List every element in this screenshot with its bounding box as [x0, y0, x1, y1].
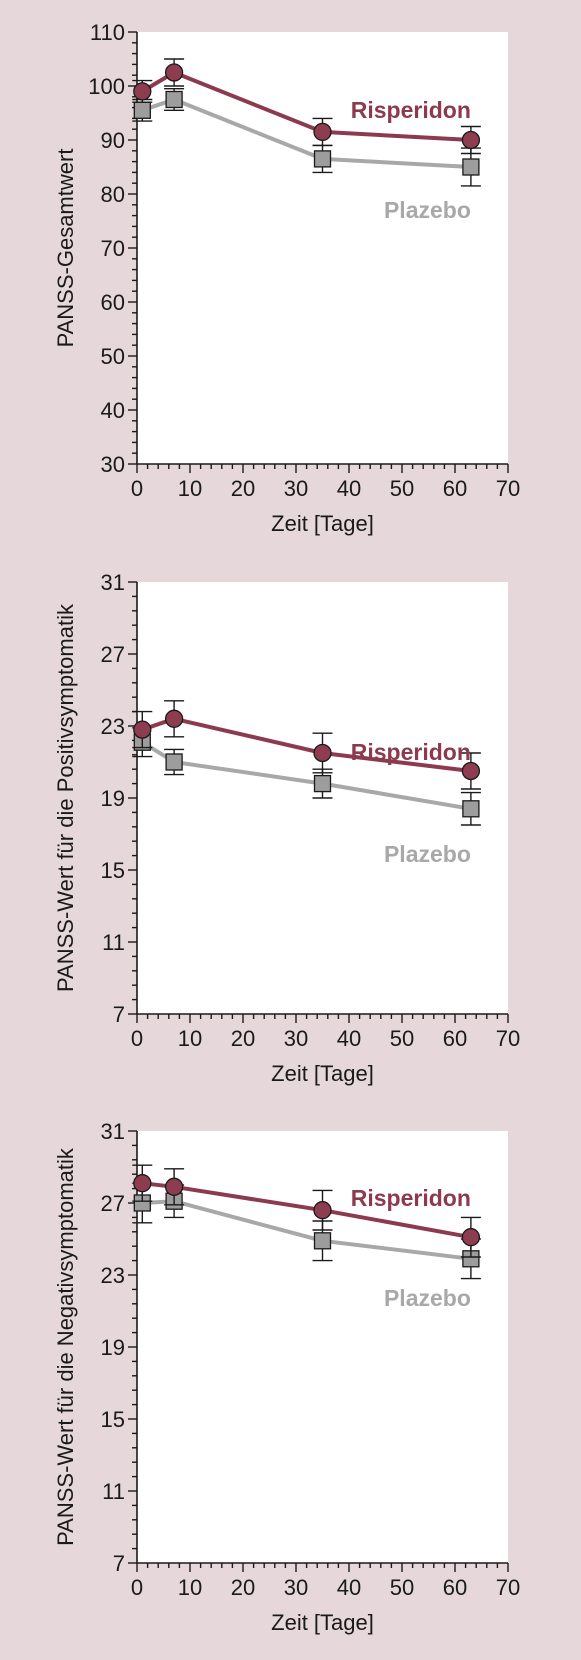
x-tick-label: 0 [131, 476, 143, 501]
y-tick-label: 11 [102, 930, 125, 955]
x-tick-label: 40 [337, 476, 361, 501]
x-tick-label: 70 [496, 1026, 520, 1051]
series-line-risperidon [142, 1181, 472, 1240]
legend-label-plazebo: Plazebo [384, 197, 471, 223]
series-plazebo: Plazebo [132, 727, 481, 867]
data-point-square [313, 150, 332, 168]
series-risperidon: Risperidon [132, 58, 481, 155]
y-tick-label: 80 [101, 182, 125, 207]
y-tick-label: 15 [101, 858, 125, 883]
y-tick-label: 60 [101, 290, 125, 315]
data-point-circle [461, 761, 481, 781]
y-tick-label: 7 [113, 1551, 125, 1576]
y-tick-label: 90 [101, 128, 125, 153]
x-tick-label: 20 [231, 1026, 255, 1051]
data-point-circle [164, 1177, 184, 1196]
y-tick-label: 40 [101, 398, 125, 423]
series-line-risperidon [141, 70, 472, 142]
x-tick-label: 10 [178, 476, 202, 501]
data-point-square [313, 774, 332, 793]
x-tick-label: 20 [231, 476, 255, 501]
x-axis-label: Zeit [Tage] [271, 1610, 374, 1635]
data-point-square [462, 158, 480, 176]
data-point-circle [461, 1228, 481, 1247]
y-tick-label: 31 [101, 570, 125, 595]
y-tick-label: 30 [101, 452, 125, 477]
series-line-plazebo [141, 740, 472, 811]
y-tick-label: 31 [101, 1119, 125, 1144]
data-point-square [165, 753, 183, 771]
x-tick-label: 40 [337, 1026, 361, 1051]
x-tick-label: 0 [131, 1575, 143, 1600]
x-tick-label: 70 [496, 476, 520, 501]
data-point-circle [313, 743, 332, 763]
data-point-circle [133, 1174, 152, 1193]
y-tick-label: 27 [101, 642, 125, 667]
data-point-square [165, 90, 183, 109]
x-tick-label: 10 [178, 1026, 202, 1051]
y-axis-label: PANSS-Gesamtwert [53, 149, 78, 348]
data-point-circle [133, 82, 152, 101]
x-tick-label: 30 [284, 476, 308, 501]
x-tick-label: 60 [443, 1026, 467, 1051]
y-tick-label: 19 [101, 786, 125, 811]
y-tick-label: 23 [101, 714, 125, 739]
x-tick-label: 0 [131, 1026, 143, 1051]
series-line-risperidon [141, 716, 472, 773]
x-tick-label: 20 [231, 1575, 255, 1600]
plot-area [137, 32, 508, 464]
data-point-circle [313, 122, 332, 142]
x-tick-label: 10 [178, 1575, 202, 1600]
series-plazebo: Plazebo [132, 1182, 481, 1311]
y-tick-label: 15 [101, 1407, 125, 1432]
x-tick-label: 60 [443, 476, 467, 501]
x-tick-label: 30 [284, 1575, 308, 1600]
x-tick-label: 30 [284, 1026, 308, 1051]
y-tick-label: 27 [101, 1191, 125, 1216]
y-tick-label: 50 [101, 344, 125, 369]
legend-label-plazebo: Plazebo [384, 1285, 471, 1311]
y-axis-label: PANSS-Wert für die Negativsymptomatik [53, 1147, 78, 1546]
series-risperidon: Risperidon [132, 700, 481, 790]
x-axis-label: Zeit [Tage] [271, 511, 374, 536]
data-point-circle [133, 720, 152, 739]
data-point-circle [461, 130, 481, 150]
x-tick-label: 50 [390, 1026, 414, 1051]
chart-panel-2: 0 10 20 30 40 50 60 70 7 11 15 19 23 27 31 Zeit [Tage] P… [53, 570, 520, 1086]
x-axis-label: Zeit [Tage] [271, 1061, 374, 1086]
legend-label-risperidon: Risperidon [351, 97, 471, 123]
y-tick-label: 70 [101, 236, 125, 261]
x-tick-label: 60 [443, 1575, 467, 1600]
x-tick-label: 70 [496, 1575, 520, 1600]
y-tick-label: 7 [113, 1002, 125, 1027]
data-point-square [133, 101, 151, 119]
data-point-circle [164, 709, 184, 728]
series-plazebo: Plazebo [132, 87, 481, 223]
y-tick-label: 19 [101, 1335, 125, 1360]
chart-panel-3: 0 10 20 30 40 50 60 70 7 11 15 19 23 27 31 Zeit [Tage] P… [53, 1119, 520, 1635]
series-risperidon: Risperidon [132, 1164, 481, 1258]
y-tick-label: 11 [102, 1479, 125, 1504]
legend-label-risperidon: Risperidon [351, 1185, 471, 1211]
chart-panel-1: 0 10 20 30 40 50 60 70 30 40 50 60 70 80 90 100 110 Zeit … [53, 20, 520, 536]
x-tick-label: 50 [390, 1575, 414, 1600]
data-point-square [462, 800, 480, 818]
y-tick-label: 110 [90, 20, 125, 45]
data-point-circle [164, 63, 184, 82]
series-line-plazebo [142, 1199, 472, 1261]
y-axis-label: PANSS-Wert für die Positivsymptomatik [53, 603, 78, 992]
data-point-square [313, 1232, 332, 1250]
y-tick-label: 23 [101, 1263, 125, 1288]
legend-label-risperidon: Risperidon [351, 739, 471, 765]
y-tick-label: 100 [88, 74, 125, 99]
x-tick-label: 50 [390, 476, 414, 501]
legend-label-plazebo: Plazebo [384, 841, 471, 867]
x-tick-label: 40 [337, 1575, 361, 1600]
data-point-circle [313, 1201, 332, 1220]
series-line-plazebo [141, 97, 472, 169]
